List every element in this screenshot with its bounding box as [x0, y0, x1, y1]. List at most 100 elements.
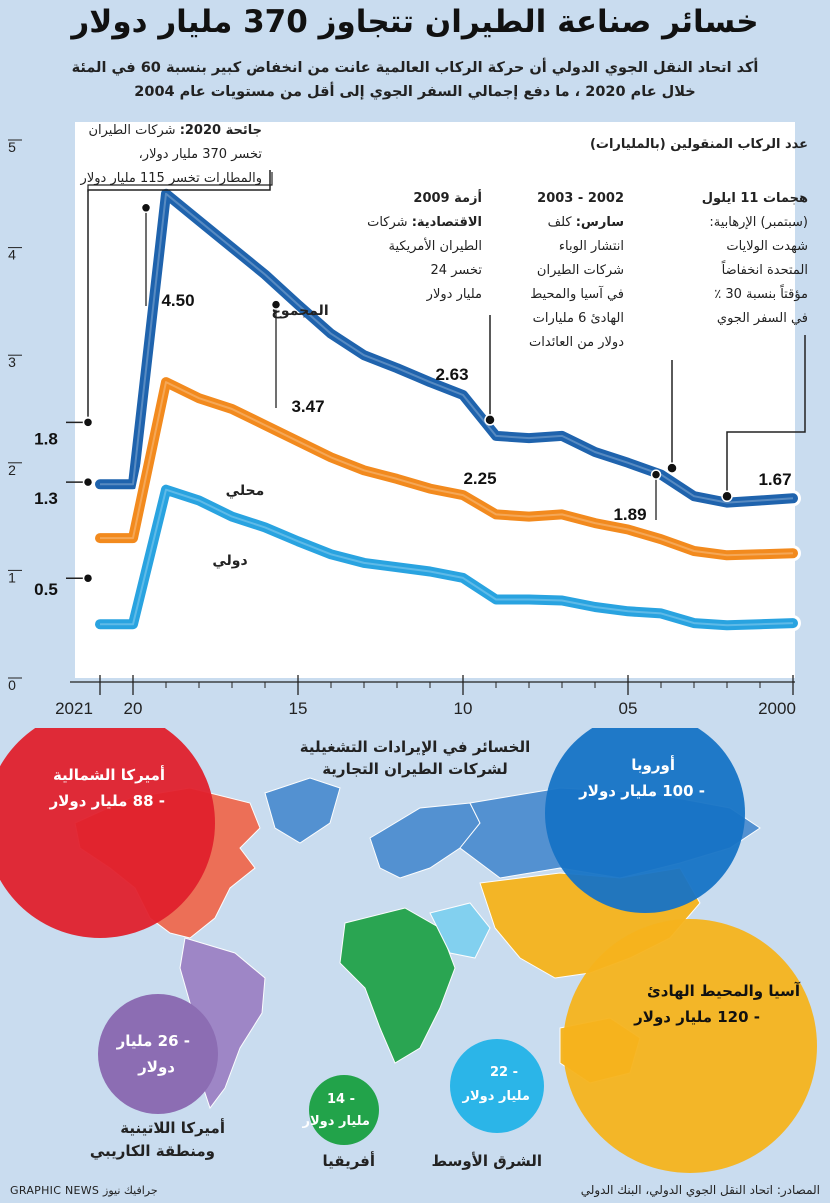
- series-line: [95, 377, 798, 561]
- bubble-circle-europe: [545, 728, 745, 913]
- series-line: [95, 188, 798, 508]
- leader-covid: [87, 170, 271, 423]
- covid-line-2: تخسر 370 مليار دولار،: [139, 147, 263, 162]
- crisis-line-2: شركات: [367, 215, 407, 230]
- bubble-circle-asia-pacific: [563, 919, 817, 1173]
- annotation-covid: جائحة 2020: شركات الطيران تخسر 370 مليار…: [80, 123, 263, 186]
- bubble-circle-north-america: [0, 728, 215, 938]
- sars-line-6: الهادئ 6 مليارات: [533, 311, 624, 326]
- crisis-line-4: تخسر 24: [431, 263, 483, 278]
- x-tick-label: 10: [454, 699, 473, 718]
- svg-text:الاقتصادية: شركات: الاقتصادية: شركات: [367, 215, 482, 230]
- map-title-line-2: لشركات الطيران التجارية: [322, 760, 508, 778]
- data-label: 4.50: [161, 291, 194, 310]
- crisis-line-1: أزمة 2009: [413, 189, 482, 206]
- sars-line-3: انتشار الوباء: [559, 239, 624, 254]
- north-america-line-2: - 88 مليار دولار: [49, 792, 165, 810]
- y-axis: 0 1 2 3 4 5: [8, 139, 22, 693]
- crisis-line-2b: الاقتصادية:: [412, 215, 482, 230]
- y-tick-label: 1: [8, 569, 16, 585]
- start-value-dot: [82, 417, 94, 428]
- passenger-line-chart: 0 1 2 3 4 5 2000 05 10 15 20 2021 عدد الركاب المنق…: [8, 122, 808, 718]
- annotations: جائحة 2020: شركات الطيران تخسر 370 مليار…: [80, 123, 808, 350]
- data-label: 2.25: [463, 469, 496, 488]
- africa-line-1: - 14: [327, 1092, 355, 1107]
- north-america-line-1: أميركا الشمالية: [53, 765, 165, 784]
- covid-rest: شركات الطيران: [88, 123, 175, 138]
- crisis-line-5: مليار دولار: [426, 287, 482, 302]
- data-label: 0.5: [34, 580, 58, 599]
- series-line: [95, 484, 798, 631]
- landmass-south-america: [179, 937, 266, 1110]
- crisis-line-3: الطيران الأمريكية: [389, 237, 482, 254]
- sars-line-5: في آسيا والمحيط: [530, 285, 624, 302]
- series-label: محلي: [226, 483, 265, 499]
- value-dot: [650, 469, 662, 480]
- sept11-line-2: (سبتمبر) الإرهابية:: [709, 215, 808, 230]
- x-tick-label: 15: [289, 699, 308, 718]
- data-labels: 4.50 3.47 2.63 2.25 1.89 1.67 1.8 1.3 0.5: [34, 202, 792, 599]
- data-label: 3.47: [291, 397, 324, 416]
- page-title: خسائر صناعة الطيران تتجاوز 370 مليار دول…: [71, 4, 759, 40]
- bubble-north-america: أميركا الشمالية - 88 مليار دولار: [0, 728, 215, 938]
- y-tick-label: 5: [8, 139, 16, 155]
- bubble-latin-america: - 26 مليار دولار أميركا اللاتينية ومنطقة…: [90, 994, 225, 1160]
- data-label: 1.67: [758, 470, 791, 489]
- series-group: المجموع محلي دولي: [92, 185, 801, 634]
- y-axis-label: عدد الركاب المنقولين (بالمليارات): [590, 137, 808, 152]
- sars-line-2: كلف: [548, 215, 573, 230]
- y-tick-label: 3: [8, 354, 16, 370]
- map-title-line-1: الخسائر في الإيرادات التشغيلية: [300, 738, 531, 756]
- source-note: المصادر: اتحاد النقل الجوي الدولي، البنك…: [580, 1183, 820, 1197]
- series-label: دولي: [212, 553, 247, 569]
- landmass-africa: [339, 907, 456, 1064]
- series-highlight: [100, 381, 794, 557]
- sept11-line-1: هجمات 11 ايلول: [702, 191, 808, 206]
- x-tick-label: 2000: [758, 699, 796, 718]
- x-tick-label: 20: [124, 699, 143, 718]
- asia-pacific-line-2: - 120 مليار دولار: [633, 1008, 760, 1026]
- series-highlight: [100, 488, 794, 627]
- leader-crisis-dot: [484, 414, 496, 426]
- x-tick-label: 2021: [55, 699, 93, 718]
- africa-line-2: مليار دولار: [302, 1114, 370, 1129]
- annotation-sars: 2002 - 2003 سارس: كلف انتشار الوباء شركا…: [529, 191, 624, 350]
- bubble-circle-africa: [309, 1075, 379, 1145]
- data-label: 1.8: [34, 429, 58, 448]
- sept11-line-6: في السفر الجوي: [717, 311, 808, 326]
- latin-america-caption-2: ومنطقة الكاريبي: [90, 1142, 215, 1160]
- africa-caption: أفريقيا: [323, 1151, 375, 1170]
- landmass-middle-east: [429, 902, 491, 959]
- page-subtitle: أكد اتحاد النقل الجوي الدولي أن حركة الر…: [20, 56, 810, 104]
- annotation-crisis-2009: أزمة 2009 الاقتصادية: شركات الطيران الأم…: [367, 189, 482, 302]
- europe-line-2: - 100 مليار دولار: [578, 782, 705, 800]
- covid-bold: جائحة 2020:: [180, 123, 262, 138]
- landmass-greenland: [264, 777, 341, 844]
- x-axis: 2000 05 10 15 20 2021: [55, 675, 796, 718]
- svg-text:سارس: كلف: سارس: كلف: [548, 215, 624, 230]
- sept11-line-4: المتحدة انخفاضاً: [721, 260, 808, 278]
- bubble-circle-middle-east: [450, 1039, 544, 1133]
- subtitle-line-2: خلال عام 2020 ، ما دفع إجمالي السفر الجو…: [134, 84, 696, 100]
- latin-america-line-1: - 26 مليار: [116, 1032, 190, 1050]
- landmass-europe: [369, 802, 481, 879]
- series-label: المجموع: [271, 303, 328, 319]
- sars-line-7: دولار من العائدات: [529, 335, 624, 350]
- covid-bracket: [87, 172, 273, 192]
- leader-sept11: [726, 335, 806, 497]
- data-label: 1.89: [613, 505, 646, 524]
- sars-line-4: شركات الطيران: [537, 263, 624, 278]
- sars-line-1: 2002 - 2003: [537, 191, 624, 206]
- svg-text:جائحة 2020: شركات الطيران: جائحة 2020: شركات الطيران: [88, 123, 262, 138]
- annotation-leaders: [82, 170, 806, 503]
- sars-line-2b: سارس:: [576, 215, 624, 230]
- sept11-line-5: مؤقتاً بنسبة 30 ٪: [714, 284, 808, 302]
- leader-sars-dot: [666, 462, 678, 474]
- europe-line-1: أوروبا: [631, 755, 675, 774]
- asia-pacific-line-1: آسيا والمحيط الهادئ: [647, 982, 801, 1000]
- map-title: الخسائر في الإيرادات التشغيلية لشركات ال…: [300, 738, 531, 778]
- y-tick-label: 2: [8, 462, 16, 478]
- bubble-middle-east: - 22 مليار دولار الشرق الأوسط: [432, 1039, 544, 1170]
- value-dot: [270, 299, 282, 310]
- start-value-dot: [82, 476, 94, 488]
